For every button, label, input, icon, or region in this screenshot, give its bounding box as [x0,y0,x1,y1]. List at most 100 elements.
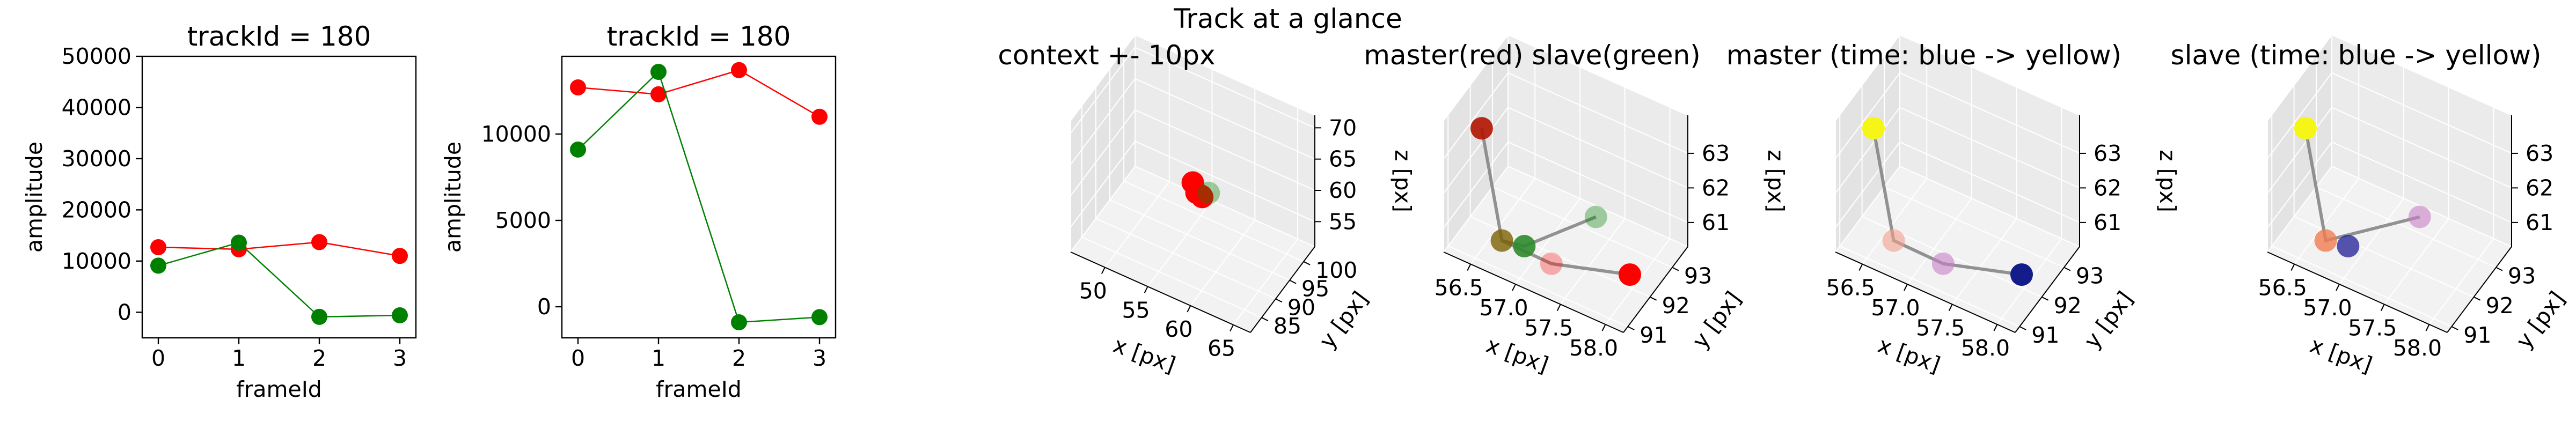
x-axis-line [1443,252,1624,333]
data-point [1931,252,1955,275]
data-point [150,257,166,274]
z-axis-label: z [px] [1390,150,1416,212]
z-axis-label: z [px] [2155,150,2180,212]
y-axis-line [1250,246,1315,333]
data-point [392,307,408,323]
grid-line [2293,85,2475,298]
y-axis-label: amplitude [440,142,466,253]
z-tick-label: 61 [1702,210,1730,235]
data-point [731,314,747,331]
data-point [1882,229,1905,252]
y-tick-mark [1303,261,1311,265]
x-tick-mark [1556,304,1561,311]
y-tick-label: 50000 [62,43,131,69]
line-chart-2: trackId = 180 frameId amplitude 0 1 2 3 0 5000 10… [440,21,837,402]
grid-line [2267,107,2512,194]
y-tick-label: 92 [2054,293,2082,319]
y-tick-label: 30000 [62,146,131,172]
x-tick-label: 2 [312,345,326,371]
x-tick-mark [2290,264,2295,271]
grid-line [1443,107,1688,194]
x-tick-label: 57.0 [1479,295,1528,321]
x-tick-mark [1144,286,1148,293]
x-axis-line [1070,252,1251,333]
data-point [2010,263,2033,286]
grid-line [1560,87,1626,305]
y-axis-label: y [px] [2079,286,2138,353]
chart-title: slave (time: blue -> yellow) [2171,40,2542,71]
z-tick-label: 62 [1702,175,1730,201]
x-tick-label: 3 [813,345,826,371]
y-tick-mark [1289,279,1297,284]
data-point [1584,205,1607,228]
data-point [1197,181,1220,204]
z-tick-label: 65 [1329,146,1357,172]
x-tick-label: 65 [1208,336,1235,361]
y-tick-mark [1627,326,1635,330]
y-tick-label: 93 [1684,263,1712,289]
y-tick-label: 85 [1274,313,1301,339]
y-tick-label: 92 [1662,293,1690,319]
x-tick-label: 58.0 [1961,335,2010,361]
y-tick-mark [2473,296,2481,301]
x-axis-label: frameId [656,376,742,402]
grid-line [2339,67,2404,285]
series-line-2 [577,70,820,323]
data-point [731,62,747,78]
grid-line [1996,107,2062,325]
grid-line [1951,87,2017,305]
plot-frame [561,55,837,339]
side-pane [1443,33,1509,254]
data-point [2408,205,2431,228]
x-tick-label: 60 [1165,316,1192,342]
data-point [570,79,586,95]
grid-line [1839,114,2020,327]
data-point [1619,263,1642,286]
data-point [1513,235,1536,258]
y-axis-line [2447,246,2512,333]
z-tick-label: 55 [1329,209,1357,234]
x-tick-label: 56.5 [1435,275,1483,301]
x-axis-line [1835,252,2016,333]
grid-line [2271,114,2452,327]
x-tick-label: 3 [393,345,407,371]
z-tick-label: 63 [2094,140,2121,166]
x-tick-label: 1 [232,345,246,371]
y-tick-label: 5000 [495,208,551,233]
grid-line [1835,141,2080,228]
y-tick-label: 91 [2463,322,2491,348]
x-tick-label: 57.0 [1871,295,1920,321]
y-tick-mark [1261,317,1269,322]
data-point [231,234,247,251]
data-point [811,309,828,326]
y-tick-label: 0 [118,299,131,325]
x-tick-mark [1993,324,1998,331]
grid-line [1443,72,1688,159]
data-point [1862,117,1885,140]
x-axis-label: frameId [236,376,322,402]
y-axis-line [1623,246,1688,333]
y-tick-label: 0 [537,294,551,320]
x-tick-mark [1858,264,1863,271]
data-point [1540,252,1563,275]
plot-frame [141,55,417,339]
z-tick-label: 61 [2094,210,2121,235]
grid-line [1070,47,1315,134]
series-line-2 [158,242,400,318]
x-tick-mark [1101,267,1106,275]
x-tick-label: 55 [1122,297,1150,323]
data-point [1490,229,1513,252]
x-tick-label: 0 [571,345,585,371]
y-tick-mark [2496,267,2503,271]
y-axis-label: y [px] [2511,286,2570,353]
data-point [150,239,166,256]
grid-line [2267,72,2512,159]
y-tick-label: 90 [1287,294,1315,320]
data-point [311,234,327,250]
grid-line [1070,140,1315,227]
y-tick-label: 93 [2076,263,2104,289]
